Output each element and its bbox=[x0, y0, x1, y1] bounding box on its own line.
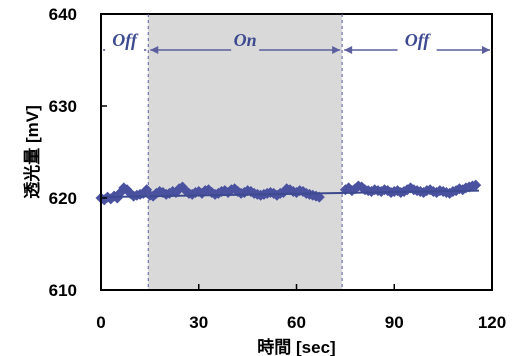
x-tick-label: 30 bbox=[189, 313, 208, 332]
arrow-right-icon bbox=[332, 46, 341, 54]
x-tick-label: 120 bbox=[478, 313, 506, 332]
x-axis-label: 時間 [sec] bbox=[257, 337, 335, 356]
shaded-region-on bbox=[148, 14, 343, 290]
phase-label: Off bbox=[405, 30, 432, 50]
axes: 0 30 60 90 120 610 620 630 640 bbox=[49, 5, 507, 332]
x-tick-label: 90 bbox=[385, 313, 404, 332]
arrow-left-icon bbox=[150, 46, 159, 54]
phase-1-off: Off bbox=[103, 30, 147, 57]
trendline bbox=[100, 189, 479, 199]
y-tick-label: 630 bbox=[49, 97, 77, 116]
x-tick-label: 60 bbox=[287, 313, 306, 332]
phase-label: Off bbox=[112, 30, 139, 50]
phase-3-off: Off bbox=[344, 30, 490, 57]
phase-label-background bbox=[231, 37, 260, 57]
arrow-right-icon bbox=[482, 46, 490, 54]
phase-label-background bbox=[105, 37, 145, 57]
trendline-layer bbox=[100, 189, 479, 199]
x-tick-label: 0 bbox=[96, 313, 105, 332]
y-tick-label: 640 bbox=[49, 5, 77, 24]
phase-2-on: On bbox=[150, 30, 341, 57]
phase-label-background bbox=[397, 37, 437, 57]
phase-annotations: Off On Off bbox=[103, 14, 490, 290]
arrow-left-icon bbox=[344, 46, 353, 54]
y-tick-label: 620 bbox=[49, 189, 77, 208]
y-tick-label: 610 bbox=[49, 281, 77, 300]
shaded-region-layer bbox=[148, 14, 343, 290]
y-axis-label: 透光量 [mV] bbox=[22, 105, 42, 199]
data-point bbox=[470, 179, 482, 191]
phase-label: On bbox=[234, 30, 257, 50]
